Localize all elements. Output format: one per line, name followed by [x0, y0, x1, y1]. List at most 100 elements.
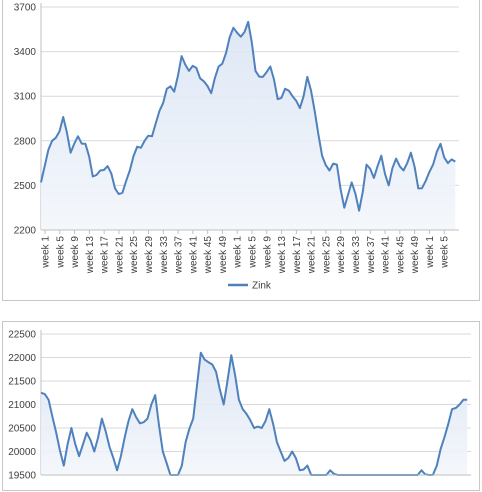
data-point: [48, 399, 50, 401]
data-point: [124, 436, 126, 438]
data-point: [136, 146, 138, 148]
y-tick-label: 3100: [14, 92, 37, 103]
y-tick-label: 21000: [8, 400, 36, 411]
y-tick-label: 20500: [8, 424, 36, 435]
data-point: [284, 460, 286, 462]
data-point: [253, 427, 255, 429]
y-tick-label: 3700: [14, 3, 37, 14]
x-tick-label: week 21: [114, 236, 125, 275]
data-point: [432, 164, 434, 166]
x-tick-label: week 9: [70, 236, 81, 269]
x-tick-label: week 1: [41, 236, 52, 269]
y-tick-label: 2500: [14, 181, 37, 192]
x-tick-label: week 5: [55, 236, 66, 269]
data-point: [158, 110, 160, 112]
data-point: [203, 80, 205, 82]
data-point: [329, 170, 331, 172]
data-point: [225, 52, 227, 54]
data-point: [223, 404, 225, 406]
x-tick-label: week 49: [410, 236, 421, 275]
data-point: [55, 432, 57, 434]
data-point: [70, 427, 72, 429]
data-point: [70, 152, 72, 154]
data-point: [388, 184, 390, 186]
data-point: [268, 408, 270, 410]
data-point: [459, 404, 461, 406]
x-tick-label: week 25: [321, 236, 332, 275]
data-point: [116, 469, 118, 471]
data-point: [358, 210, 360, 212]
data-point: [417, 187, 419, 189]
data-point: [200, 352, 202, 354]
data-point: [86, 432, 88, 434]
y-tick-label: 3400: [14, 47, 37, 58]
x-tick-label: week 13: [277, 236, 288, 275]
data-point: [366, 164, 368, 166]
x-tick-label: week 49: [218, 236, 229, 275]
data-point: [277, 98, 279, 100]
x-tick-label: week 29: [144, 236, 155, 275]
data-point: [425, 180, 427, 182]
data-point: [40, 181, 42, 183]
data-point: [321, 155, 323, 157]
x-tick-label: week 41: [381, 236, 392, 275]
x-tick-label: week 33: [159, 236, 170, 275]
data-point: [131, 408, 133, 410]
y-tick-label: 22500: [8, 330, 36, 341]
zinc-chart-panel: 2200 2500 2800 3100 3400 3700 week 1 week 5 week…: [2, 0, 480, 301]
data-point: [276, 441, 278, 443]
y-tick-label: 19500: [8, 471, 36, 482]
data-point: [93, 451, 95, 453]
second-chart-panel: 19500 20000 20500 21000 21500 22000 22500: [2, 321, 480, 491]
data-point: [436, 465, 438, 467]
x-tick-label: week 45: [203, 236, 214, 275]
y-tick-label: 2800: [14, 136, 37, 147]
data-point: [40, 392, 42, 394]
x-tick-label: week 5: [248, 236, 259, 269]
data-point: [55, 137, 57, 139]
data-point: [47, 149, 49, 151]
data-point: [451, 408, 453, 410]
x-tick-label: week 37: [174, 236, 185, 275]
data-point: [181, 55, 183, 57]
data-point: [232, 27, 234, 29]
data-point: [230, 354, 232, 356]
data-point: [195, 67, 197, 69]
data-point: [215, 371, 217, 373]
data-point: [299, 107, 301, 109]
data-point: [166, 88, 168, 90]
x-tick-label: week 25: [129, 236, 140, 275]
data-point: [245, 413, 247, 415]
y-tick-label: 20000: [8, 447, 36, 458]
data-point: [329, 469, 331, 471]
x-tick-label: week 9: [262, 236, 273, 269]
data-point: [218, 65, 220, 67]
data-point: [114, 187, 116, 189]
data-point: [121, 192, 123, 194]
data-point: [78, 455, 80, 457]
data-point: [185, 441, 187, 443]
data-point: [336, 164, 338, 166]
x-tick-label: week 17: [292, 236, 303, 275]
data-point: [63, 465, 65, 467]
data-point: [284, 88, 286, 90]
y-tick-label: 2200: [14, 226, 37, 237]
data-point: [380, 155, 382, 157]
data-point: [240, 36, 242, 38]
data-point: [129, 170, 131, 172]
data-point: [447, 162, 449, 164]
data-point: [291, 451, 293, 453]
data-point: [306, 76, 308, 78]
data-point: [162, 451, 164, 453]
data-point: [351, 181, 353, 183]
data-point: [299, 469, 301, 471]
data-point: [210, 92, 212, 94]
data-point: [373, 177, 375, 179]
data-point: [395, 158, 397, 160]
data-point: [261, 427, 263, 429]
data-point: [147, 418, 149, 420]
data-point: [99, 170, 101, 172]
series-line: [40, 20, 456, 212]
data-point: [443, 436, 445, 438]
